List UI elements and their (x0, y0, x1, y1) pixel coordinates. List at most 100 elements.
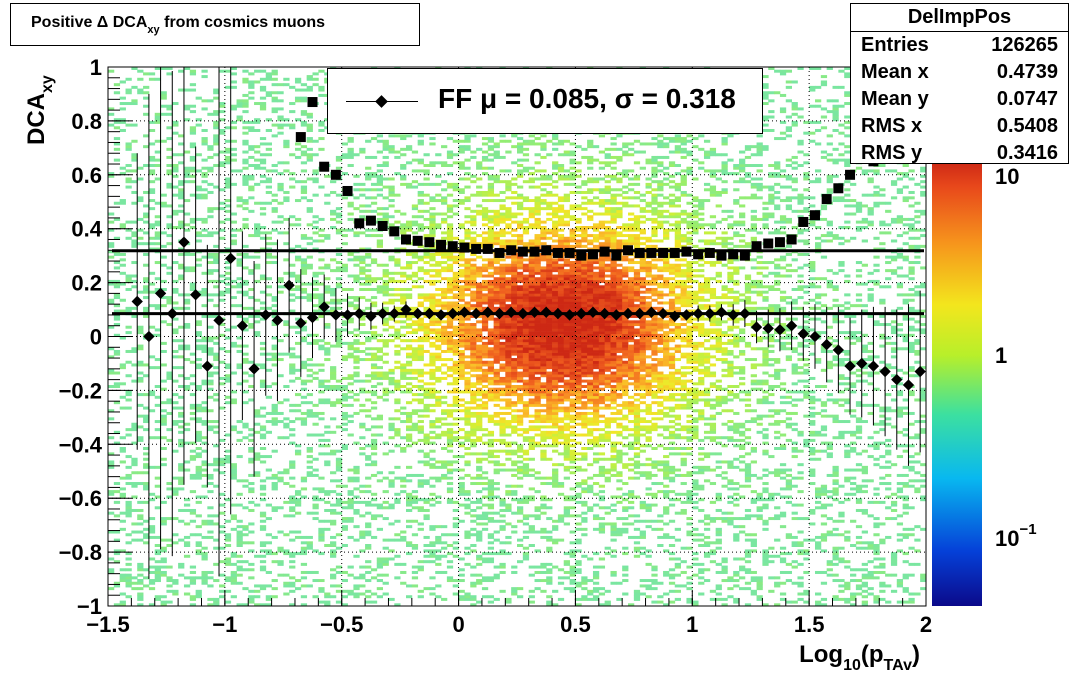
heat-cell (394, 172, 401, 176)
heat-cell (511, 587, 518, 591)
heat-cell (119, 223, 126, 227)
heat-cell (306, 223, 313, 227)
heat-cell (400, 301, 407, 305)
heat-cell (318, 228, 325, 232)
heat-cell (464, 535, 471, 539)
heat-cell (429, 323, 436, 327)
heat-cell (265, 549, 272, 553)
heat-cell (470, 422, 477, 426)
heat-cell (148, 199, 156, 203)
heat-cell (312, 579, 319, 583)
heat-cell (300, 339, 308, 343)
heat-cell (476, 358, 483, 362)
heat-cell (522, 387, 530, 391)
heat-cell (365, 476, 372, 480)
heat-cell (452, 139, 459, 143)
heat-cell (423, 382, 430, 386)
heat-cell (195, 471, 202, 475)
heat-cell (365, 347, 372, 351)
heat-cell (330, 417, 337, 421)
heat-cell (435, 182, 442, 186)
heat-cell (207, 314, 214, 318)
heat-cell (113, 266, 121, 270)
heat-cell (283, 231, 290, 235)
heat-cell (388, 255, 395, 259)
heat-cell (213, 484, 220, 488)
heat-cell (394, 320, 401, 324)
heat-cell (137, 438, 144, 442)
heat-cell (154, 201, 161, 205)
heat-cell (306, 374, 313, 378)
heat-cell (487, 317, 495, 321)
heat-cell (113, 430, 121, 434)
heat-cell (137, 88, 144, 92)
heat-cell (365, 490, 372, 494)
heat-cell (458, 317, 465, 321)
heat-cell (283, 199, 290, 203)
heat-cell (353, 355, 360, 359)
heat-cell (154, 385, 161, 388)
heat-cell (481, 215, 489, 219)
heat-cell (405, 525, 413, 529)
heat-cell (376, 239, 384, 243)
heat-cell (522, 296, 530, 300)
heat-cell (493, 468, 500, 472)
heat-cell (423, 234, 430, 238)
heat-cell (370, 261, 378, 265)
heat-cell (330, 269, 337, 273)
heat-cell (481, 212, 489, 216)
heat-cell (405, 544, 413, 547)
heat-cell (230, 212, 237, 216)
heat-cell (493, 239, 500, 243)
heat-cell (359, 409, 366, 413)
heat-cell (300, 479, 308, 483)
heat-cell (405, 347, 413, 351)
heat-cell (376, 560, 384, 564)
heat-cell (242, 533, 249, 537)
heat-cell (183, 212, 191, 216)
heat-cell (265, 247, 272, 251)
heat-cell (470, 349, 477, 353)
heat-cell (417, 379, 424, 383)
heat-cell (207, 182, 214, 186)
heat-cell (534, 349, 541, 353)
heat-cell (341, 287, 348, 291)
heat-cell (125, 406, 132, 410)
heat-cell (108, 255, 115, 259)
heat-cell (143, 290, 150, 294)
heat-cell (476, 390, 483, 394)
heat-cell (183, 223, 191, 227)
heat-cell (423, 296, 430, 300)
heat-cell (394, 298, 401, 302)
heat-cell (259, 379, 267, 383)
heat-cell (417, 358, 424, 362)
heat-cell (300, 570, 308, 574)
heat-cell (534, 336, 541, 340)
heat-cell (242, 102, 249, 106)
heat-cell (306, 115, 313, 119)
heat-cell (154, 366, 161, 370)
heat-cell (481, 395, 489, 399)
heat-cell (335, 220, 343, 224)
heat-cell (505, 263, 512, 267)
heat-cell (219, 525, 226, 529)
heat-cell (365, 579, 372, 583)
heat-cell (476, 374, 483, 378)
heat-cell (166, 223, 173, 227)
heat-cell (522, 379, 530, 383)
heat-cell (499, 349, 506, 353)
heat-cell (458, 161, 465, 165)
heat-cell (201, 420, 208, 424)
heat-cell (201, 174, 208, 178)
heat-cell (376, 139, 384, 143)
heat-cell (493, 352, 500, 356)
heat-cell (388, 325, 395, 329)
heat-cell (242, 603, 249, 607)
heat-cell (476, 285, 483, 289)
heat-cell (499, 271, 506, 275)
heat-cell (312, 498, 319, 502)
heat-cell (154, 495, 161, 499)
heat-cell (365, 188, 372, 192)
heat-cell (236, 535, 243, 539)
heat-cell (370, 363, 378, 367)
